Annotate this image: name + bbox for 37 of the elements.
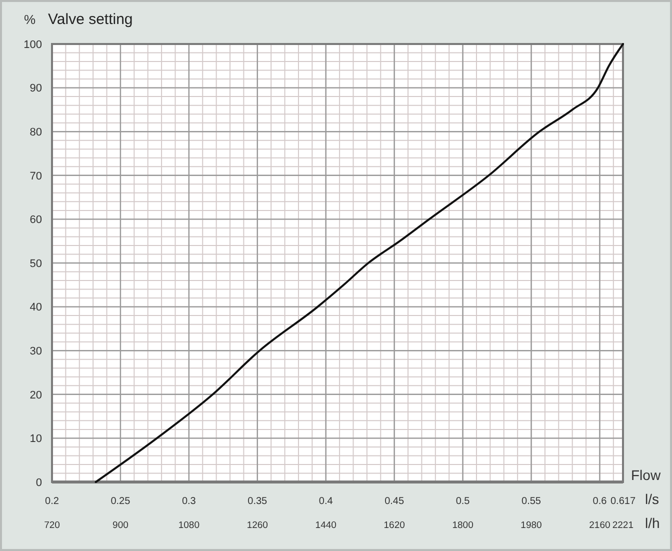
text: Flow — [631, 467, 662, 483]
x-axis-title: l/s — [645, 491, 659, 507]
x-tick-label: 0.35 — [248, 496, 268, 507]
y-tick-label: 60 — [30, 214, 42, 226]
x2-axis-title: l/h — [645, 515, 660, 531]
x2-tick-label: 900 — [112, 520, 128, 531]
y-tick-label: 20 — [30, 389, 42, 402]
x2-tick-label: 2221 — [612, 520, 634, 531]
x2-tick-label: 1620 — [384, 520, 405, 531]
y-tick-label: 0 — [36, 476, 42, 489]
x2-tick-label: 1800 — [452, 520, 474, 531]
y-tick-label: 80 — [30, 126, 42, 138]
x2-tick-label: 2160 — [589, 520, 610, 531]
y-tick-label: 10 — [30, 433, 42, 446]
y-tick-label: 30 — [30, 345, 42, 358]
x2-tick-label: 1440 — [315, 520, 336, 531]
x-tick-label: 0.4 — [318, 496, 334, 507]
x2-tick-label: 1080 — [178, 520, 200, 531]
x-tick-label: 0.45 — [384, 496, 404, 507]
line-series — [94, 43, 624, 483]
x2-tick-label: 1980 — [520, 520, 542, 531]
y-tick-label: 100 — [24, 38, 42, 51]
x2-tick-label: 720 — [44, 520, 60, 531]
x-tick-label: 0.5 — [456, 496, 470, 507]
x-tick-label: 0.6 — [592, 496, 608, 507]
y-tick-label: 70 — [30, 170, 42, 182]
y-tick-label: 50 — [30, 258, 42, 270]
y-tick-label: 90 — [30, 82, 42, 95]
x-tick-label: 0.617 — [610, 496, 636, 507]
x2-tick-label: 1260 — [246, 520, 268, 531]
y-tick-label: 40 — [30, 302, 42, 314]
x-tick-label: 0.3 — [182, 496, 196, 507]
chart-title: Valve setting — [48, 11, 133, 28]
x-tick-label: 0.25 — [110, 496, 131, 507]
y-axis-title: % — [24, 12, 36, 27]
x-tick-label: 0.55 — [522, 496, 542, 507]
x-tick-label: 0.2 — [45, 496, 60, 507]
